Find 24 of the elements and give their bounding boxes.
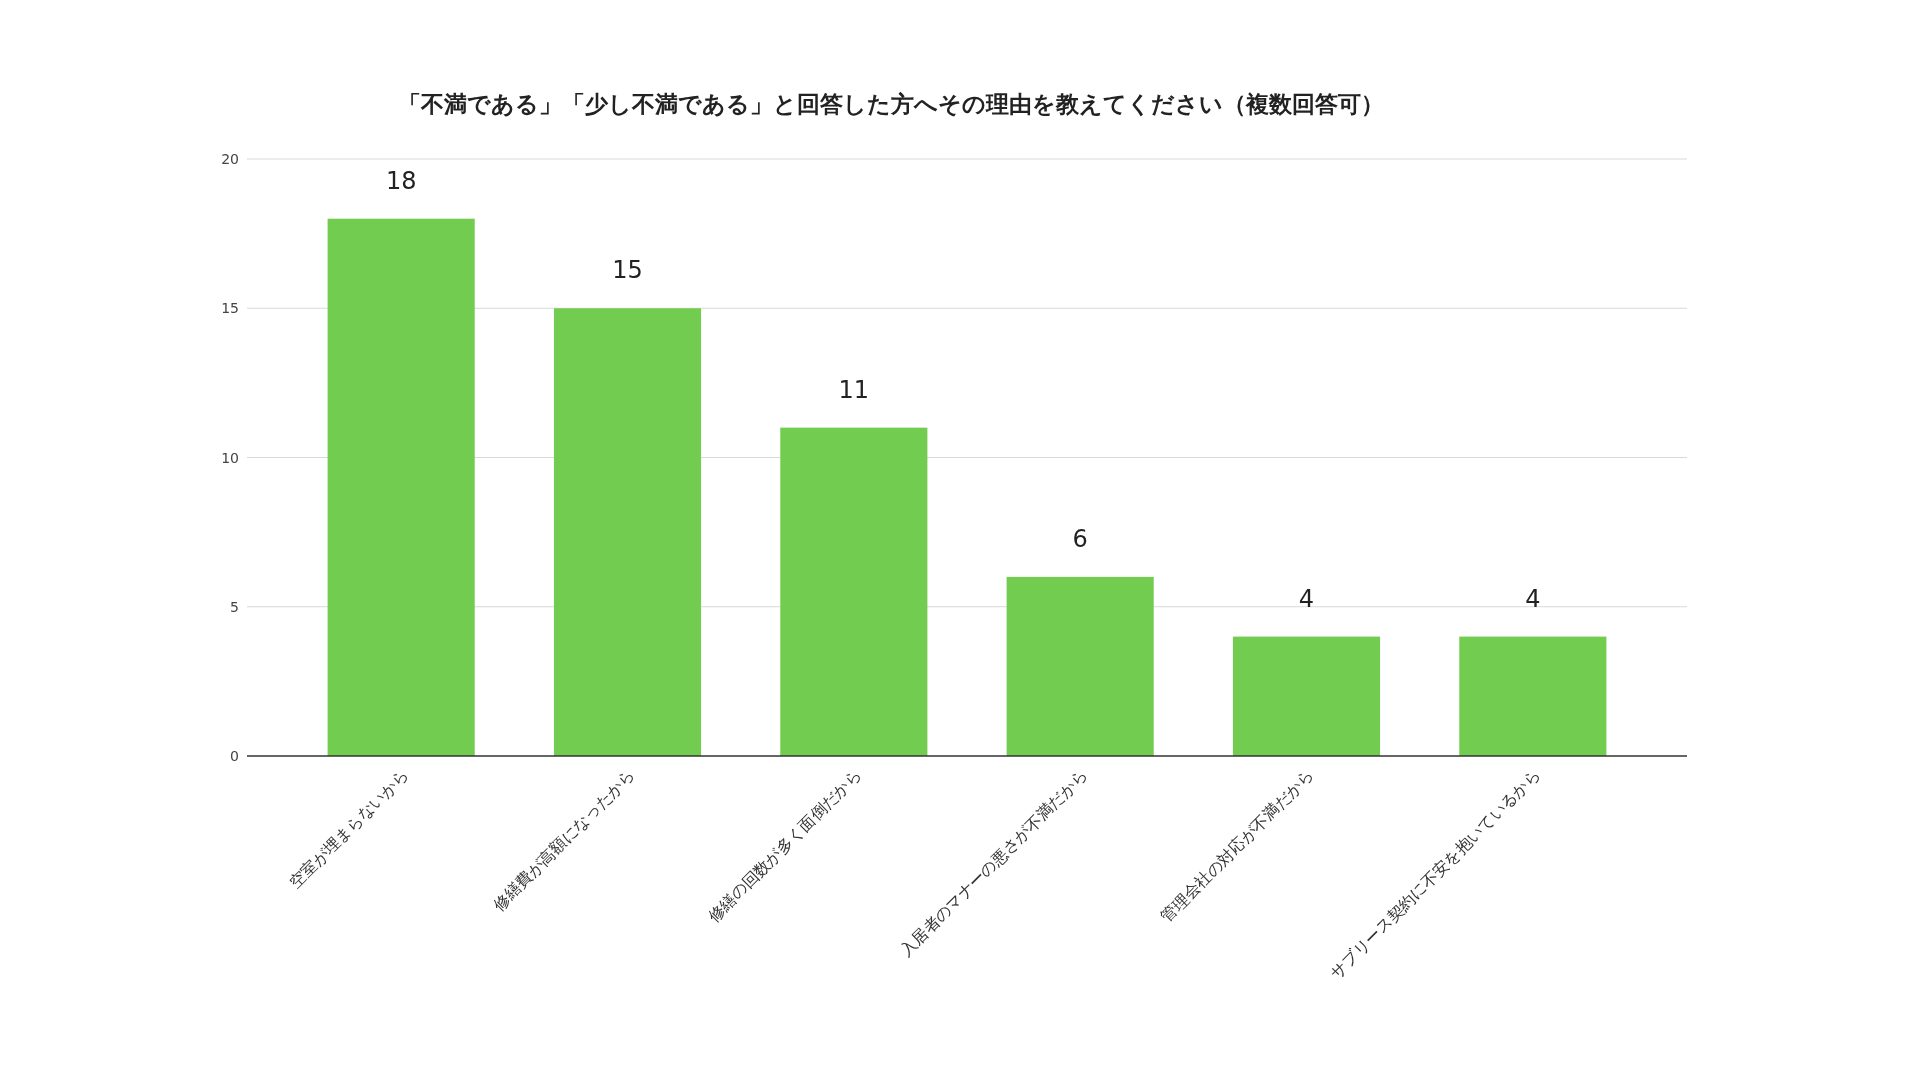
- y-tick-label: 0: [230, 748, 239, 764]
- data-label: 11: [838, 375, 870, 404]
- bar: [780, 427, 928, 756]
- x-tick-label: 修繕費が高額になったから: [489, 765, 639, 915]
- x-tick-label: サブリース契約に不安を抱いているから: [1326, 765, 1544, 983]
- data-label: 18: [385, 166, 417, 195]
- data-label: 6: [1072, 524, 1088, 553]
- data-label: 15: [612, 256, 643, 285]
- bar: [553, 308, 702, 756]
- bar: [1232, 636, 1381, 756]
- y-tick-label: 10: [221, 449, 239, 466]
- bar: [327, 218, 475, 756]
- x-tick-label: 管理会社の対応が不満だから: [1156, 765, 1318, 926]
- y-tick-label: 20: [221, 151, 239, 167]
- data-label: 4: [1298, 584, 1315, 613]
- x-tick-label: 空室が埋まらないから: [285, 765, 412, 892]
- bar: [1459, 636, 1607, 756]
- chart-title: 「不満である」「少し不満である」と回答した方へその理由を教えてください（複数回答可）: [398, 91, 1384, 117]
- y-tick-label: 15: [221, 300, 239, 317]
- data-label: 4: [1525, 584, 1541, 613]
- x-tick-label: 入居者のマナーの悪さが不満だから: [896, 765, 1091, 960]
- x-tick-label: 修繕の回数が多く面倒だから: [704, 765, 865, 926]
- bar: [1006, 576, 1154, 756]
- y-tick-label: 5: [230, 598, 239, 615]
